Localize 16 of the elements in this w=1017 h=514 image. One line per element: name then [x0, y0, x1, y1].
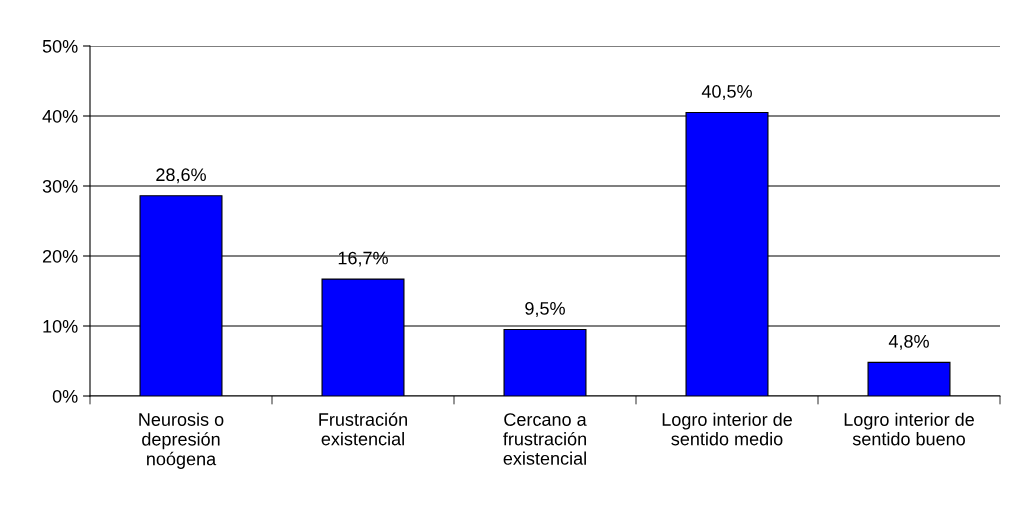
x-tick-label: Frustración existencial: [319, 412, 407, 446]
x-tick-label: Logro interior de sentido bueno: [844, 412, 974, 446]
y-tick-label: 40%: [42, 109, 78, 123]
y-tick-label: 30%: [42, 179, 78, 193]
x-tick-label: Cercano a frustración existencial: [503, 413, 587, 465]
data-label: 16,7%: [338, 251, 388, 267]
y-tick-label: 0%: [52, 389, 78, 403]
data-label: 9,5%: [525, 302, 565, 317]
y-tick-label: 50%: [42, 39, 78, 53]
x-tick-label: Logro interior de sentido medio: [662, 412, 792, 446]
x-tick-label: Neurosis o depresión noógena: [139, 412, 224, 469]
data-label: 28,6%: [156, 168, 206, 184]
y-tick-label: 10%: [43, 319, 78, 333]
data-label: 40,5%: [701, 85, 752, 100]
y-tick-label: 20%: [42, 249, 78, 263]
data-label: 4,8%: [888, 334, 929, 350]
